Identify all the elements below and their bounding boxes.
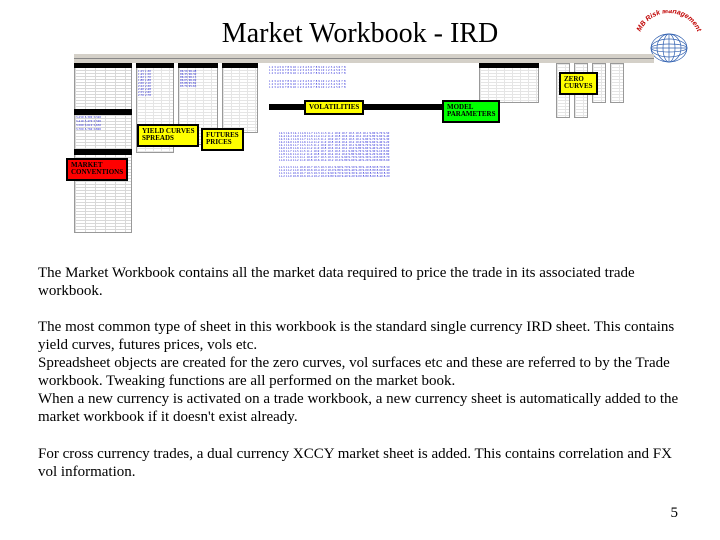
svg-text:MB Risk Management: MB Risk Management xyxy=(636,10,703,33)
callout-market-conventions: MARKET CONVENTIONS xyxy=(66,158,128,181)
paragraph-5: For cross currency trades, a dual curren… xyxy=(38,445,682,481)
callout-volatilities: VOLATILITIES xyxy=(304,100,364,115)
paragraph-4: When a new currency is activated on a tr… xyxy=(38,390,682,426)
workbook-screenshot: 3.250 3.300 3.320 3.410 3.470 3.500 3.56… xyxy=(74,54,654,240)
callout-yield-curves: YIELD CURVES SPREADS xyxy=(137,124,199,147)
page-number: 5 xyxy=(671,505,679,522)
paragraph-2: The most common type of sheet in this wo… xyxy=(38,318,682,354)
callout-model-parameters: MODEL PARAMETERS xyxy=(442,100,500,123)
paragraph-1: The Market Workbook contains all the mar… xyxy=(38,264,682,300)
paragraph-3: Spreadsheet objects are created for the … xyxy=(38,354,682,390)
callout-zero-curves: ZERO CURVES xyxy=(559,72,598,95)
page-title: Market Workbook - IRD xyxy=(0,18,720,50)
callout-futures-prices: FUTURES PRICES xyxy=(201,128,244,151)
